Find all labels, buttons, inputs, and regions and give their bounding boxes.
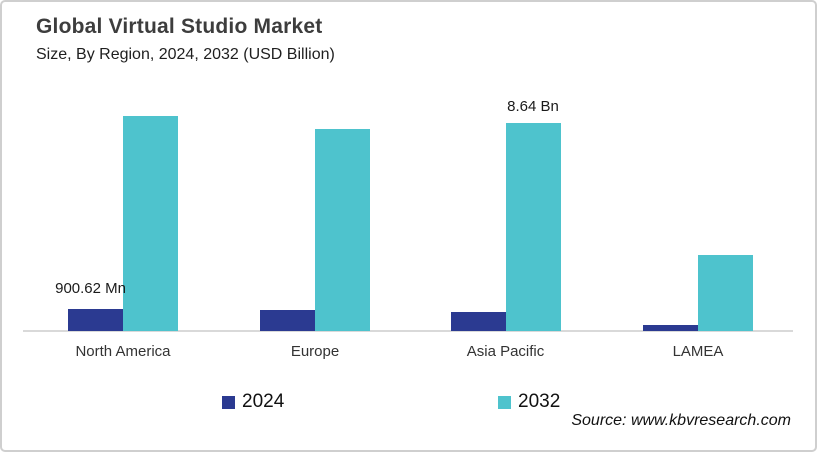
bar-2024-lamea <box>643 324 698 331</box>
bar-2032-asia-pacific <box>505 122 561 331</box>
chart-subtitle: Size, By Region, 2024, 2032 (USD Billion… <box>36 46 335 63</box>
legend-item-2024: 2024 <box>222 391 284 413</box>
x-axis-label-north-america: North America <box>75 343 171 360</box>
bar-2024-asia-pacific <box>450 311 506 331</box>
legend-item-2032: 2032 <box>498 391 560 413</box>
source-attribution: Source: www.kbvresearch.com <box>571 412 791 429</box>
chart-title: Global Virtual Studio Market <box>36 15 323 38</box>
legend-label-2032: 2032 <box>518 391 561 412</box>
data-label-asia-pacific-2032: 8.64 Bn <box>507 98 559 115</box>
legend-swatch-2032 <box>498 395 511 409</box>
legend-label-2024: 2024 <box>242 391 285 412</box>
x-axis-line <box>23 330 793 332</box>
bar-2024-europe <box>260 310 315 331</box>
bar-2032-north-america <box>123 116 178 331</box>
bar-2032-europe <box>315 129 370 331</box>
x-axis-label-lamea: LAMEA <box>672 343 724 360</box>
data-label-north-america-2024: 900.62 Mn <box>55 280 126 297</box>
x-axis-label-europe: Europe <box>290 343 340 360</box>
legend-swatch-2024 <box>222 395 235 409</box>
bar-2032-lamea <box>698 255 753 331</box>
legend: 2024 2032 <box>2 391 815 415</box>
x-axis-label-asia-pacific: Asia Pacific <box>466 343 545 360</box>
bar-2024-north-america <box>68 309 123 331</box>
